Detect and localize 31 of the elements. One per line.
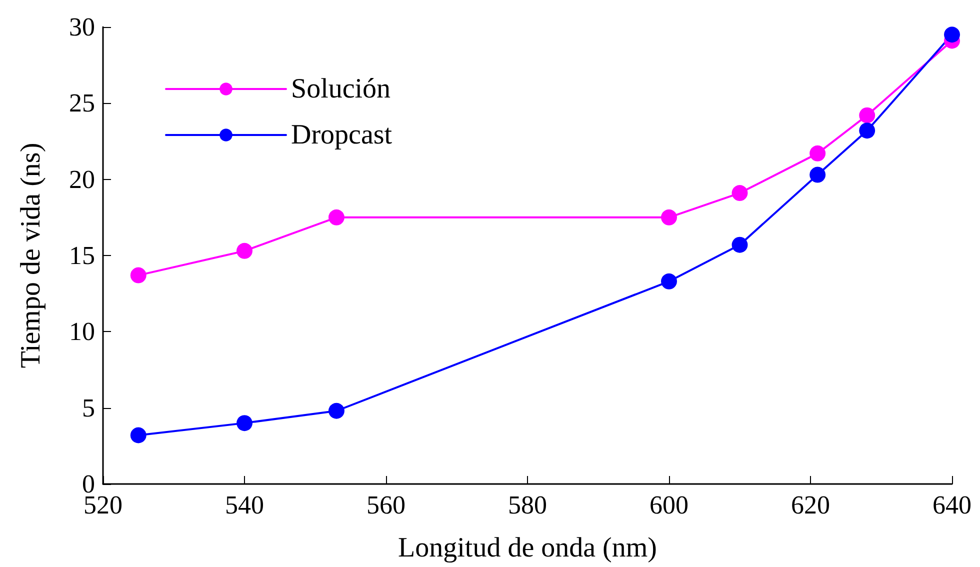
y-tick-label: 30 (69, 12, 95, 42)
point (810, 166, 826, 183)
point (236, 242, 252, 259)
x-axis-title: Longitud de onda (nm) (398, 532, 657, 564)
x-tick-label: 560 (366, 490, 406, 520)
legend-label: Solución (291, 74, 391, 104)
point (859, 122, 876, 139)
y-axis-title: Tiempo de vida (ns) (16, 142, 46, 368)
y-tick-label: 10 (69, 317, 95, 346)
point (328, 209, 344, 226)
point (732, 185, 748, 202)
point (944, 26, 960, 43)
legend-label: Dropcast (291, 120, 392, 150)
y-tick-label: 5 (82, 393, 95, 422)
y-tick-label: 25 (69, 88, 95, 118)
point (130, 267, 146, 284)
point (859, 107, 876, 124)
point (661, 273, 677, 290)
point (236, 415, 252, 432)
x-tick-label: 620 (791, 490, 830, 520)
y-tick-label: 20 (69, 164, 95, 194)
y-tick-label: 15 (69, 241, 95, 270)
x-tick-label: 580 (508, 490, 547, 520)
point (328, 402, 344, 419)
point (810, 145, 826, 162)
x-tick-label: 600 (650, 490, 688, 520)
point (130, 427, 146, 444)
x-tick-label: 640 (932, 490, 972, 520)
x-tick-label: 540 (225, 490, 264, 520)
point (732, 236, 748, 253)
point (661, 209, 677, 226)
